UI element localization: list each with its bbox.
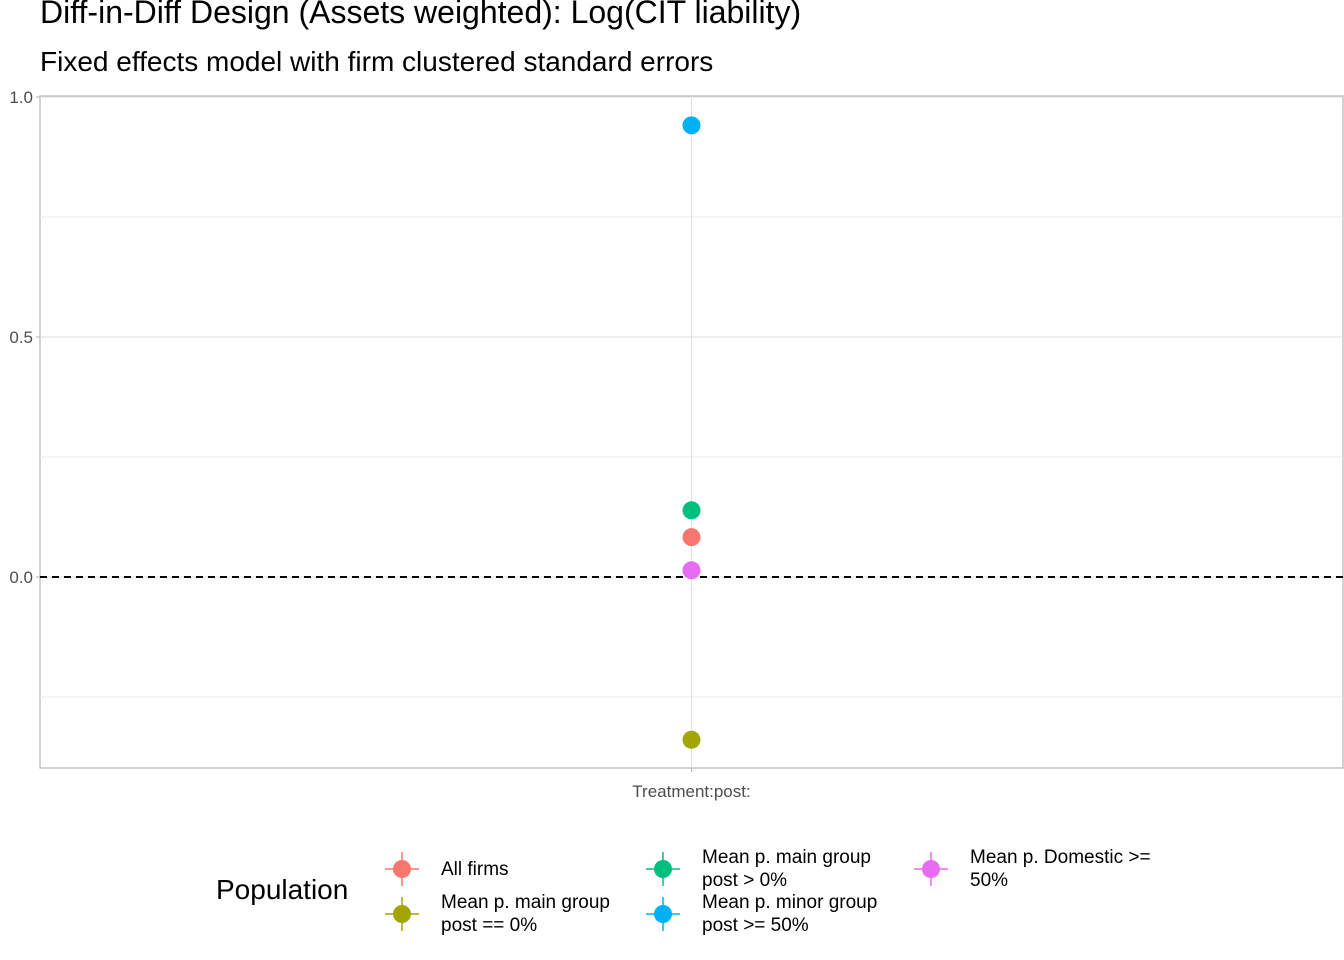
chart-subtitle: Fixed effects model with firm clustered … bbox=[40, 46, 714, 77]
legend-entry-label: Mean p. Domestic >= 50% bbox=[970, 847, 1151, 891]
data-point bbox=[682, 116, 701, 135]
legend-entry-label: All firms bbox=[441, 858, 509, 880]
legend-key-point bbox=[393, 860, 411, 878]
legend-title: Population bbox=[216, 874, 349, 905]
legend-key-point bbox=[393, 905, 411, 923]
y-tick-label: 0.0 bbox=[9, 568, 33, 587]
data-point bbox=[682, 730, 701, 749]
data-point bbox=[682, 528, 701, 547]
mark-layer bbox=[682, 116, 701, 749]
legend-key-point bbox=[654, 905, 672, 923]
legend-entry-label: Mean p. minor group post >= 50% bbox=[702, 892, 878, 936]
data-point bbox=[682, 501, 701, 520]
y-tick-label: 1.0 bbox=[9, 88, 33, 107]
legend-entry-label: Mean p. main group post > 0% bbox=[702, 847, 871, 891]
grid-layer bbox=[39, 95, 1344, 769]
axis-layer: 0.0 0.5 1.0 Treatment:post: bbox=[9, 88, 1343, 801]
x-tick-label: Treatment:post: bbox=[632, 782, 750, 801]
legend-key-point bbox=[654, 860, 672, 878]
chart-title: Diff-in-Diff Design (Assets weighted): L… bbox=[40, 0, 802, 30]
data-point bbox=[682, 561, 701, 580]
legend-key-point bbox=[922, 860, 940, 878]
legend-entry-label: Mean p. main group post == 0% bbox=[441, 892, 610, 936]
y-tick-label: 0.5 bbox=[9, 328, 33, 347]
legend-keys bbox=[385, 852, 948, 931]
